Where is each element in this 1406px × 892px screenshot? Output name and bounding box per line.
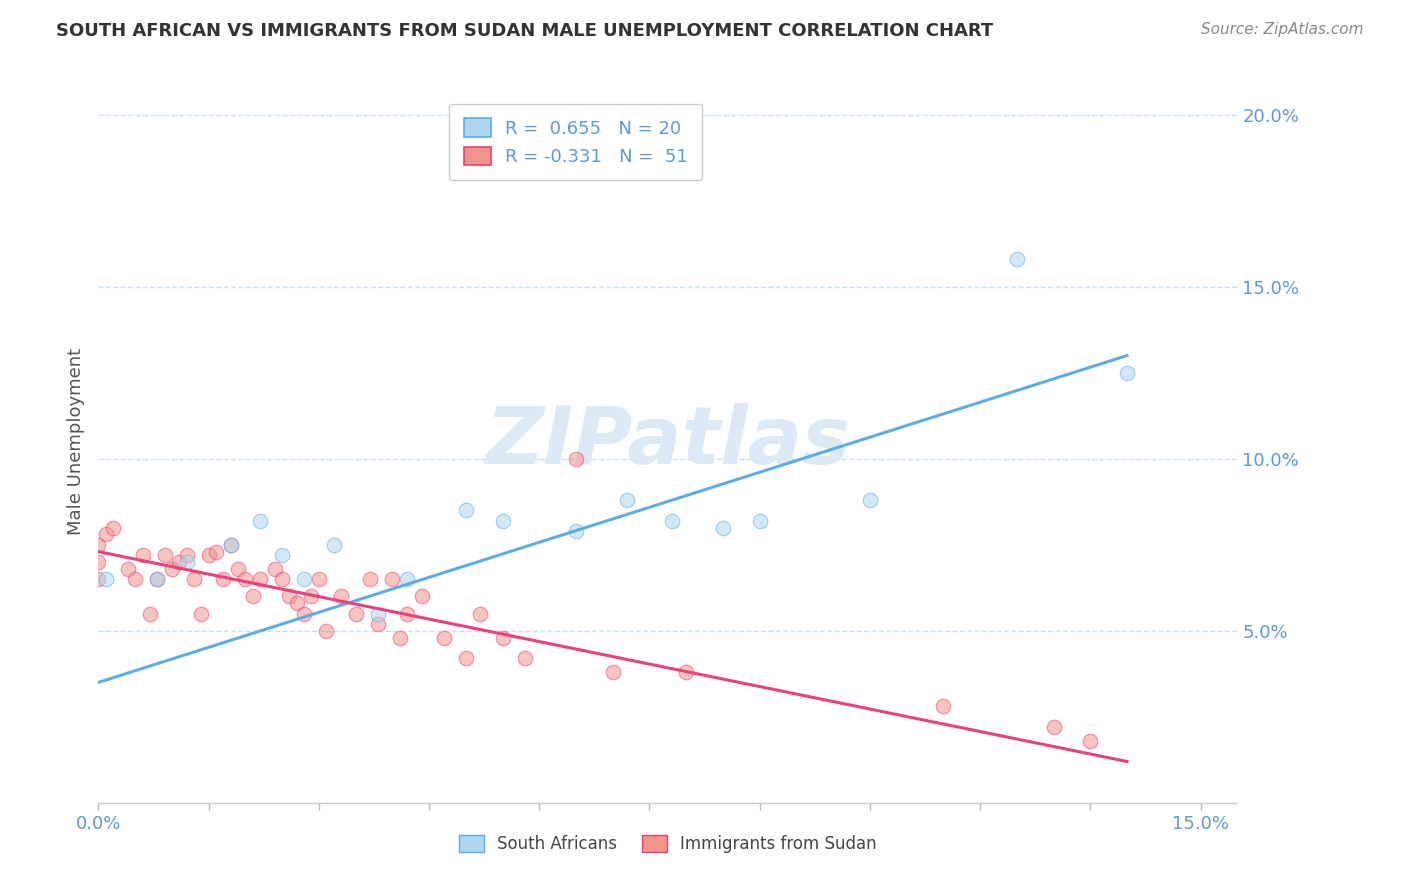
Point xyxy=(616,493,638,508)
Point xyxy=(263,562,285,576)
Point xyxy=(322,538,344,552)
Point xyxy=(124,572,146,586)
Point xyxy=(411,590,433,604)
Point xyxy=(190,607,212,621)
Text: SOUTH AFRICAN VS IMMIGRANTS FROM SUDAN MALE UNEMPLOYMENT CORRELATION CHART: SOUTH AFRICAN VS IMMIGRANTS FROM SUDAN M… xyxy=(56,22,994,40)
Point xyxy=(117,562,139,576)
Point xyxy=(249,514,271,528)
Point xyxy=(315,624,337,638)
Point xyxy=(565,524,588,538)
Point xyxy=(131,548,153,562)
Point xyxy=(1042,720,1064,734)
Point xyxy=(219,538,242,552)
Point xyxy=(491,631,513,645)
Point xyxy=(602,665,624,679)
Point xyxy=(249,572,271,586)
Point xyxy=(87,538,110,552)
Point xyxy=(454,503,477,517)
Point xyxy=(395,607,418,621)
Point xyxy=(388,631,411,645)
Point xyxy=(87,555,110,569)
Point xyxy=(565,451,588,466)
Legend: South Africans, Immigrants from Sudan: South Africans, Immigrants from Sudan xyxy=(453,828,883,860)
Point xyxy=(395,572,418,586)
Point xyxy=(513,651,536,665)
Point xyxy=(711,520,734,534)
Point xyxy=(94,527,117,541)
Point xyxy=(932,699,955,714)
Point xyxy=(235,572,257,586)
Point xyxy=(367,616,389,631)
Point xyxy=(183,572,205,586)
Point xyxy=(278,590,301,604)
Point xyxy=(197,548,219,562)
Point xyxy=(308,572,330,586)
Point xyxy=(292,607,315,621)
Point xyxy=(292,572,315,586)
Point xyxy=(470,607,492,621)
Point xyxy=(661,514,683,528)
Point xyxy=(212,572,235,586)
Point xyxy=(329,590,352,604)
Point xyxy=(87,572,110,586)
Point xyxy=(1116,366,1139,380)
Point xyxy=(859,493,882,508)
Point xyxy=(1005,252,1028,267)
Point xyxy=(344,607,367,621)
Text: ZIPatlas: ZIPatlas xyxy=(485,402,851,481)
Point xyxy=(94,572,117,586)
Point xyxy=(359,572,381,586)
Point xyxy=(139,607,162,621)
Y-axis label: Male Unemployment: Male Unemployment xyxy=(66,348,84,535)
Text: Source: ZipAtlas.com: Source: ZipAtlas.com xyxy=(1201,22,1364,37)
Point xyxy=(301,590,323,604)
Point xyxy=(226,562,249,576)
Point xyxy=(176,555,198,569)
Point xyxy=(146,572,169,586)
Point xyxy=(160,562,183,576)
Point xyxy=(433,631,456,645)
Point xyxy=(1078,734,1101,748)
Point xyxy=(146,572,169,586)
Point xyxy=(101,520,124,534)
Point xyxy=(381,572,404,586)
Point xyxy=(491,514,513,528)
Point xyxy=(285,596,308,610)
Point xyxy=(367,607,389,621)
Point xyxy=(176,548,198,562)
Point xyxy=(242,590,264,604)
Point xyxy=(205,544,228,558)
Point xyxy=(271,548,294,562)
Point xyxy=(675,665,697,679)
Point xyxy=(271,572,294,586)
Point xyxy=(748,514,770,528)
Point xyxy=(219,538,242,552)
Point xyxy=(153,548,176,562)
Point xyxy=(454,651,477,665)
Point xyxy=(167,555,190,569)
